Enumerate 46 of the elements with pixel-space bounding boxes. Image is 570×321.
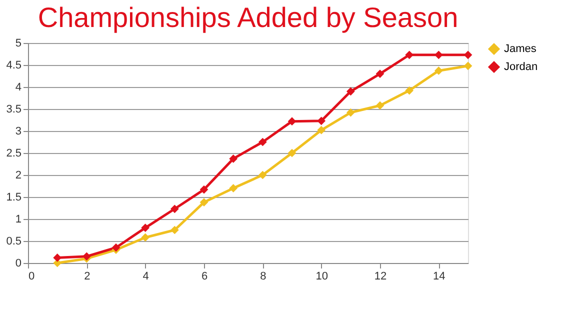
x-tick-label: 2 bbox=[84, 270, 90, 282]
point bbox=[170, 226, 179, 234]
point bbox=[229, 154, 238, 163]
point bbox=[53, 254, 62, 262]
y-tick-label: 3.5 bbox=[6, 104, 22, 116]
y-tick-label: 0.5 bbox=[6, 236, 22, 248]
y-tick-label: 5 bbox=[15, 38, 22, 50]
point bbox=[317, 116, 326, 126]
point bbox=[405, 86, 414, 95]
point bbox=[288, 148, 296, 158]
legend-label: James bbox=[504, 43, 537, 55]
chart-title: Championships Added by Season bbox=[38, 2, 458, 33]
x-tick-label: 8 bbox=[260, 270, 266, 282]
point bbox=[317, 126, 326, 134]
point bbox=[141, 233, 150, 242]
point bbox=[170, 204, 179, 214]
y-tick-label: 0 bbox=[15, 258, 22, 270]
y-tick-label: 4 bbox=[15, 82, 22, 94]
point bbox=[112, 243, 120, 252]
x-tick-label: 0 bbox=[28, 270, 35, 282]
point bbox=[376, 70, 384, 78]
point bbox=[141, 224, 150, 232]
point bbox=[346, 87, 355, 96]
y-tick-label: 1.5 bbox=[6, 192, 22, 204]
point bbox=[200, 185, 208, 194]
point bbox=[229, 184, 238, 192]
point bbox=[464, 50, 472, 60]
point bbox=[346, 108, 355, 117]
point bbox=[258, 170, 267, 180]
point bbox=[434, 66, 443, 75]
legend-label: Jordan bbox=[504, 61, 538, 73]
y-tick-label: 2 bbox=[15, 170, 22, 182]
x-tick-label: 12 bbox=[374, 270, 387, 282]
point bbox=[200, 198, 208, 206]
x-tick-label: 4 bbox=[142, 270, 149, 282]
x-tick-label: 14 bbox=[433, 270, 446, 282]
x-tick-label: 6 bbox=[201, 270, 208, 282]
y-tick-label: 4.5 bbox=[6, 60, 22, 72]
y-tick-label: 1 bbox=[15, 214, 22, 226]
point bbox=[288, 117, 296, 126]
y-tick-label: 3 bbox=[15, 126, 22, 138]
point bbox=[376, 101, 384, 110]
x-tick-label: 10 bbox=[316, 270, 328, 282]
point bbox=[464, 62, 472, 70]
point bbox=[258, 138, 267, 146]
y-tick-label: 2.5 bbox=[6, 148, 22, 160]
